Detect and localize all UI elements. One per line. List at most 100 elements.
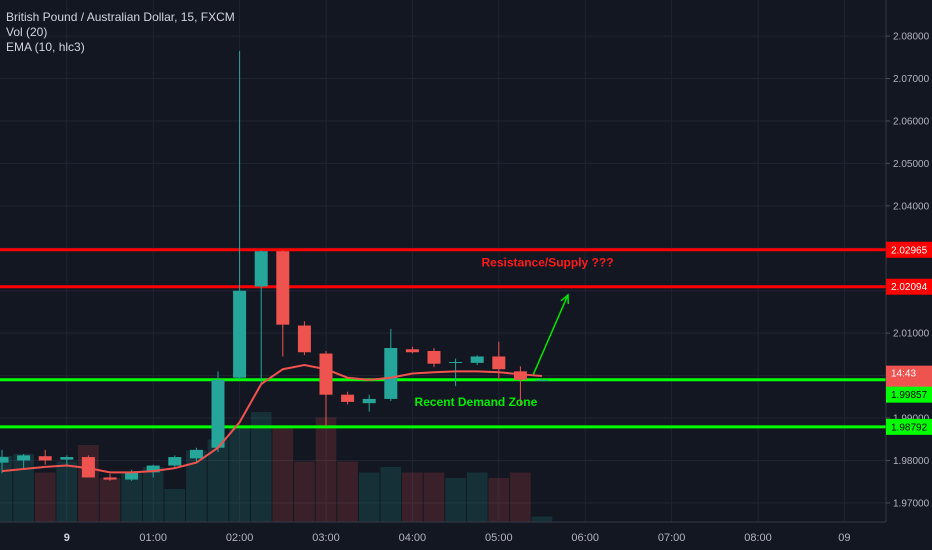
candle-body	[233, 290, 247, 378]
time-tick-label: 05:00	[485, 532, 513, 544]
candle	[405, 346, 419, 354]
candle	[297, 321, 311, 356]
candle-body	[319, 353, 333, 395]
candle-body	[103, 477, 117, 480]
symbol-title[interactable]: British Pound / Australian Dollar, 15, F…	[6, 10, 235, 24]
candle-body	[211, 379, 225, 448]
volume-bar	[423, 472, 445, 522]
countdown-label: 14:43	[891, 369, 916, 380]
arrow-line	[532, 294, 569, 375]
time-tick-label: 09	[838, 532, 850, 544]
price-tick-label: 2.05000	[893, 159, 930, 170]
demand-mid-tag-label: 1.99857	[891, 390, 928, 401]
volume-bar	[315, 417, 337, 522]
candle-body	[60, 457, 74, 460]
candle-body	[146, 465, 160, 473]
candle	[535, 378, 549, 381]
candle-body	[384, 348, 398, 399]
volume-bar	[445, 478, 466, 522]
volume-bar	[56, 461, 78, 522]
time-tick-label: 9	[64, 532, 70, 544]
volume-bar	[402, 472, 423, 522]
annotations: Resistance/Supply ??? Recent Demand Zone	[415, 256, 614, 410]
arrow-head	[560, 293, 570, 304]
demand-bottom-tag-label: 1.98792	[891, 422, 928, 433]
candle-body	[17, 455, 31, 461]
candle	[276, 250, 290, 357]
volume-bar	[164, 489, 186, 522]
demand-mid-tag	[886, 386, 932, 403]
volume-bar	[358, 472, 380, 522]
price-tick-label: 2.04000	[893, 201, 930, 212]
volume-bar	[13, 453, 34, 522]
candle-body	[405, 349, 419, 353]
volume-bar	[0, 456, 13, 522]
price-axis-bg	[886, 0, 932, 550]
volume-bar	[531, 516, 553, 522]
volume-bar	[272, 428, 294, 522]
ema-path	[1, 363, 543, 474]
volume-bars	[0, 412, 553, 522]
volume-indicator-label[interactable]: Vol (20)	[6, 25, 48, 39]
candle	[254, 250, 268, 385]
candle-body	[168, 457, 182, 466]
price-axis[interactable]: 1.970001.980001.990002.000002.010002.020…	[885, 0, 932, 550]
candle	[449, 358, 463, 387]
level-lines	[0, 248, 886, 429]
demand-zone-label: Recent Demand Zone	[415, 395, 538, 409]
candle-body	[0, 457, 9, 463]
time-axis[interactable]: 23:00901:0002:0003:0004:0005:0006:0007:0…	[0, 521, 886, 544]
volume-bar	[488, 478, 510, 522]
candle-body	[362, 398, 376, 404]
legend: British Pound / Australian Dollar, 15, F…	[6, 10, 235, 55]
candle	[427, 348, 441, 368]
volume-bar	[142, 467, 164, 522]
candlesticks	[0, 50, 549, 481]
candle	[492, 341, 506, 380]
candle-body	[470, 356, 484, 363]
candle-body	[297, 325, 311, 353]
candle	[341, 391, 355, 405]
volume-bar	[337, 461, 358, 522]
ema-line	[1, 363, 543, 474]
volume-bar	[380, 467, 402, 522]
time-tick-label: 08:00	[744, 532, 772, 544]
candle	[0, 449, 9, 474]
candle	[17, 454, 31, 470]
ema-indicator-label[interactable]: EMA (10, hlc3)	[6, 40, 85, 54]
candle	[103, 474, 117, 481]
candle-body	[189, 449, 203, 459]
volume-bar	[207, 439, 229, 522]
price-tick-label: 2.08000	[893, 32, 930, 43]
time-tick-label: 07:00	[658, 532, 686, 544]
candle-body	[427, 350, 441, 364]
resistance-top-tag	[886, 241, 932, 258]
time-tick-label: 06:00	[571, 532, 599, 544]
candle	[319, 350, 333, 427]
candle	[38, 449, 52, 465]
demand-bottom-tag	[886, 418, 932, 435]
candle	[470, 355, 484, 365]
price-tick-label: 1.98000	[893, 456, 930, 467]
price-tick-label: 2.06000	[893, 116, 930, 127]
volume-bar	[99, 478, 121, 522]
candle	[513, 366, 527, 406]
candle	[362, 394, 376, 412]
candle	[233, 50, 247, 380]
resistance-bottom-tag-label: 2.02094	[891, 282, 928, 293]
grid	[0, 0, 886, 522]
candle	[168, 455, 182, 469]
volume-bar	[186, 450, 207, 522]
time-tick-label: 03:00	[312, 532, 340, 544]
candle	[189, 447, 203, 463]
volume-bar	[229, 428, 250, 522]
candle-body	[513, 371, 527, 380]
candle	[60, 455, 74, 465]
time-tick-label: 01:00	[139, 532, 167, 544]
resistance-label: Resistance/Supply ???	[482, 256, 614, 270]
candle-body	[38, 456, 52, 461]
price-tick-label: 2.01000	[893, 329, 930, 340]
candle-body	[125, 472, 139, 480]
candle-body	[492, 356, 506, 370]
